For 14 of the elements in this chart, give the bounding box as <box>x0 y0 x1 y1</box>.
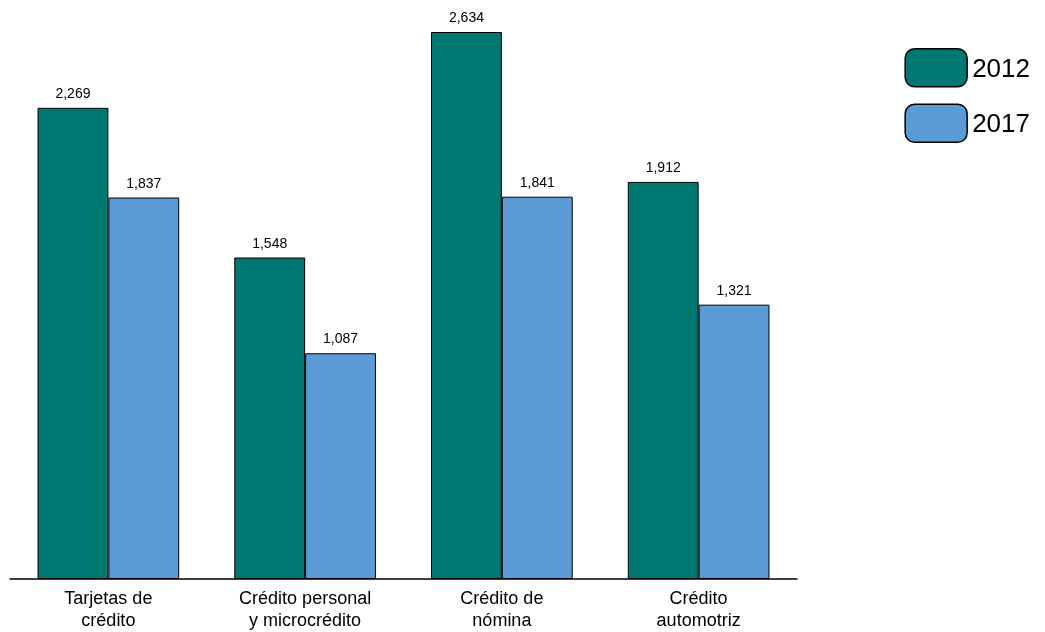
data-label: 1,837 <box>126 174 162 191</box>
data-label: 1,087 <box>323 330 359 347</box>
data-label: 1,912 <box>645 158 681 175</box>
x-tick-label: Tarjetas de crédito <box>64 588 153 630</box>
data-label: 1,321 <box>716 281 752 298</box>
data-label: 1,841 <box>519 173 556 190</box>
x-tick-label: Crédito de nómina <box>460 588 544 630</box>
x-tick-label: Crédito personal y microcrédito <box>239 588 372 630</box>
legend-label: 2017 <box>972 108 1030 139</box>
data-label: 1,548 <box>252 234 288 251</box>
legend-label: 2012 <box>972 52 1030 83</box>
x-tick-label: Crédito automotriz <box>656 588 741 630</box>
data-label: 2,634 <box>448 9 485 25</box>
data-label: 2,269 <box>55 84 91 101</box>
